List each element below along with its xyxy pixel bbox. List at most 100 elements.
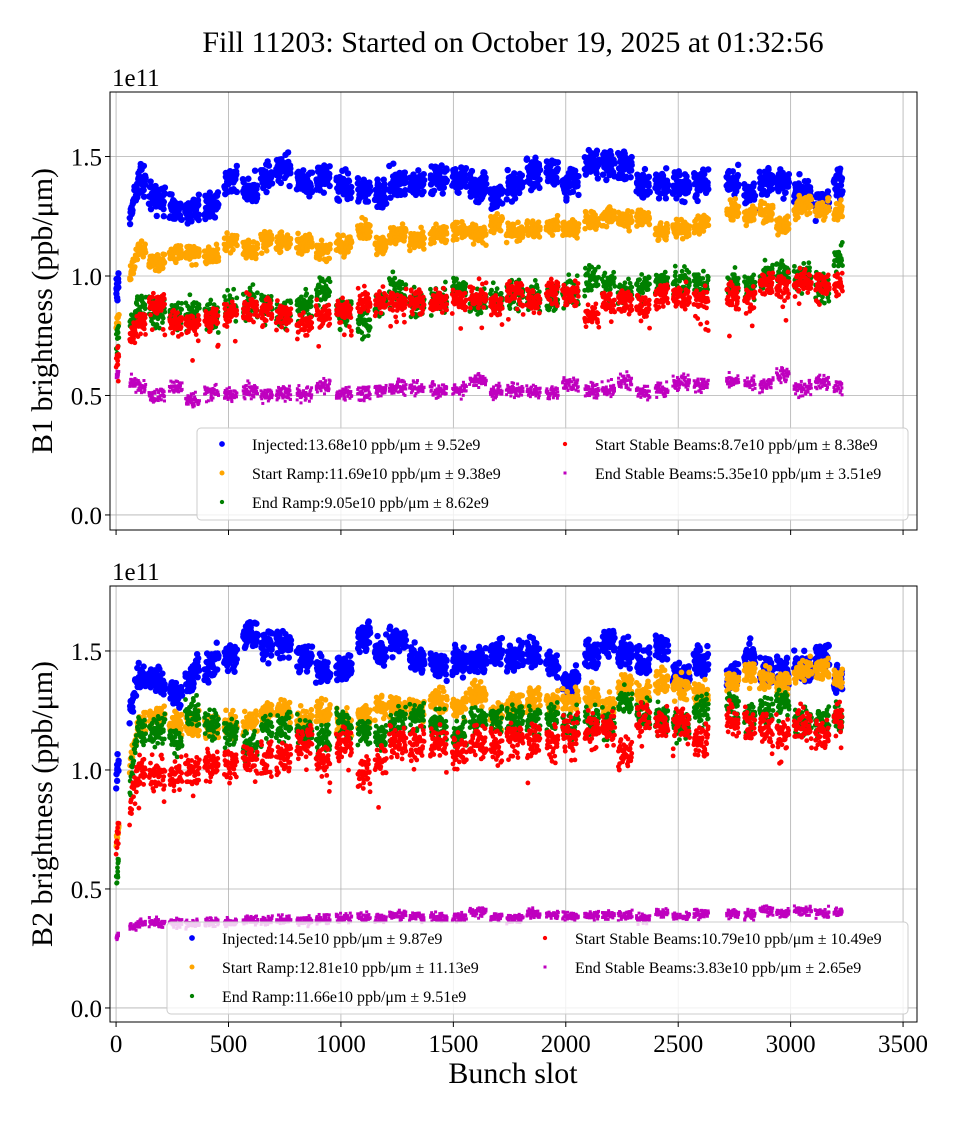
data-point (629, 285, 634, 290)
data-point (143, 322, 148, 327)
data-point (179, 307, 184, 312)
data-point (489, 288, 494, 293)
data-point (705, 166, 711, 172)
data-point (132, 340, 137, 345)
data-point (469, 168, 475, 174)
data-point (443, 225, 449, 231)
data-point (735, 181, 741, 187)
data-point (499, 216, 505, 222)
data-point (806, 260, 811, 265)
data-point (491, 280, 496, 285)
data-point (801, 261, 806, 266)
data-point (162, 302, 167, 307)
data-point (368, 325, 373, 330)
data-point (253, 251, 259, 257)
data-point (594, 148, 600, 154)
data-point (536, 176, 542, 182)
data-point (444, 231, 450, 237)
data-point (602, 271, 607, 276)
data-point (402, 169, 408, 175)
data-point (596, 282, 601, 287)
data-point (161, 316, 166, 321)
data-point (179, 301, 184, 306)
data-point (187, 292, 192, 297)
data-point (589, 288, 594, 293)
data-point (646, 216, 652, 222)
data-point (555, 159, 561, 165)
data-point (115, 358, 120, 363)
data-point (751, 180, 757, 186)
data-point (574, 183, 580, 189)
data-point (212, 214, 218, 220)
data-point (300, 167, 306, 173)
data-point (673, 270, 678, 275)
data-point (611, 160, 617, 166)
data-point (326, 256, 332, 262)
data-point (782, 189, 788, 195)
data-point (278, 249, 284, 255)
data-point (398, 286, 403, 291)
data-point (263, 189, 269, 195)
data-point (566, 272, 571, 277)
data-point (736, 210, 742, 216)
data-point (225, 288, 230, 293)
data-point (196, 191, 202, 197)
data-point (287, 165, 293, 171)
data-point (421, 241, 427, 247)
data-point (665, 275, 670, 280)
data-point (455, 190, 461, 196)
data-point (162, 252, 168, 258)
data-point (575, 173, 581, 179)
data-point (604, 224, 610, 230)
data-point (215, 189, 221, 195)
data-point (807, 188, 813, 194)
data-point (508, 306, 513, 311)
data-point (349, 299, 354, 304)
data-point (338, 327, 343, 332)
data-point (148, 313, 153, 318)
data-point (309, 169, 315, 175)
data-point (255, 245, 261, 251)
data-point (505, 167, 511, 173)
data-point (264, 248, 270, 254)
data-point (536, 185, 542, 191)
data-point (196, 212, 202, 218)
data-point (392, 276, 397, 281)
data-point (628, 162, 634, 168)
data-point (663, 195, 669, 201)
data-point (317, 256, 323, 262)
data-point (309, 295, 314, 300)
data-point (786, 221, 792, 227)
data-point (536, 219, 542, 225)
data-point (161, 199, 167, 205)
data-point (576, 221, 582, 227)
data-point (533, 278, 538, 283)
data-point (512, 195, 518, 201)
data-point (154, 213, 160, 219)
data-point (582, 294, 587, 299)
data-point (763, 258, 768, 263)
data-point (234, 189, 240, 195)
data-point (555, 213, 561, 219)
data-point (327, 242, 333, 248)
data-point (254, 192, 260, 198)
data-point (234, 163, 240, 169)
data-point (537, 167, 543, 173)
data-point (367, 317, 372, 322)
data-point (326, 183, 332, 189)
data-point (115, 276, 121, 282)
data-point (839, 188, 845, 194)
data-point (770, 205, 776, 211)
data-point (563, 195, 569, 201)
data-point (143, 332, 148, 337)
data-point (705, 186, 711, 192)
data-point (681, 199, 687, 205)
data-point (383, 200, 389, 206)
data-point (808, 204, 814, 210)
data-point (786, 226, 792, 232)
data-point (629, 218, 635, 224)
data-point (295, 231, 301, 237)
data-point (805, 178, 811, 184)
data-point (444, 167, 450, 173)
data-point (839, 204, 845, 210)
